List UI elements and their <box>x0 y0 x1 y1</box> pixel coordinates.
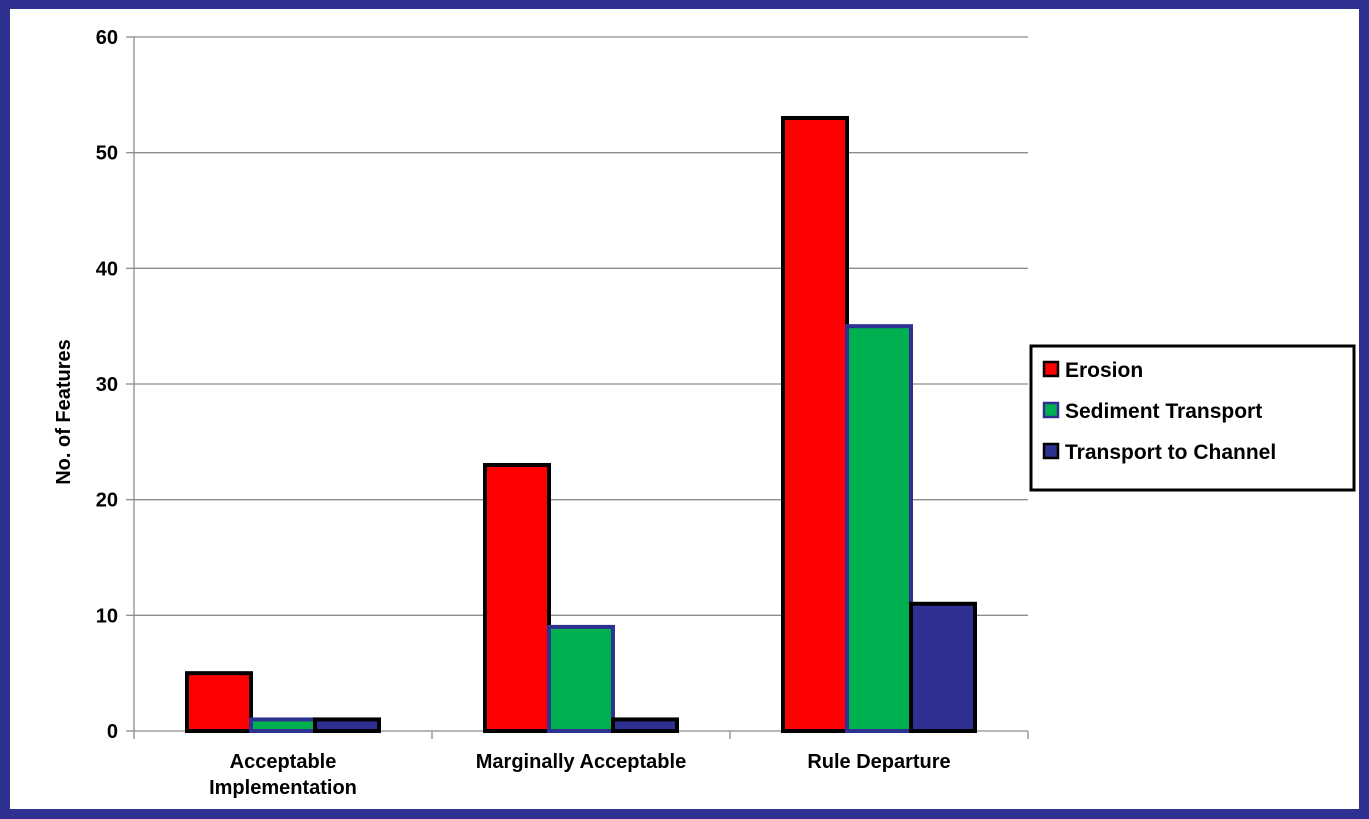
x-tick-label: Rule Departure <box>807 751 950 773</box>
chart-frame: 0 10 20 30 40 50 60 Acceptable Implementation Mar… <box>10 9 1359 809</box>
x-tick-label: Implementation <box>209 777 357 799</box>
y-tick-label: 50 <box>96 143 118 165</box>
y-tick-label: 30 <box>96 374 118 396</box>
bar-erosion <box>483 462 551 733</box>
bar-erosion <box>781 115 849 733</box>
bar-sediment-transport <box>547 624 615 734</box>
bar-sediment-transport <box>845 324 913 733</box>
x-tick-label: Acceptable <box>230 751 337 773</box>
legend-swatch <box>1042 442 1060 460</box>
y-tick-label: 40 <box>96 258 118 280</box>
legend-box <box>1029 344 1356 492</box>
bar-transport-to-channel <box>313 717 381 734</box>
y-tick-label: 60 <box>96 27 118 49</box>
bar-sediment-transport <box>249 717 317 734</box>
legend-swatch <box>1042 360 1060 378</box>
bars <box>185 115 977 734</box>
tick-labels: 0 10 20 30 40 50 60 Acceptable Implementation Mar… <box>96 27 951 799</box>
legend-label: Erosion <box>1065 359 1143 382</box>
legend-label: Sediment Transport <box>1065 400 1262 423</box>
legend-label: Transport to Channel <box>1065 441 1276 464</box>
bar-chart: 0 10 20 30 40 50 60 Acceptable Implementation Mar… <box>53 27 1356 799</box>
bar-transport-to-channel <box>611 717 679 734</box>
bar-transport-to-channel <box>909 601 977 733</box>
y-tick-label: 0 <box>107 721 118 743</box>
legend-swatch <box>1042 401 1060 419</box>
x-tick-label: Marginally Acceptable <box>476 751 686 773</box>
legend: Erosion Sediment Transport Transport to Ch… <box>1029 344 1356 492</box>
bar-erosion <box>185 671 253 734</box>
y-tick-label: 20 <box>96 490 118 512</box>
y-tick-label: 10 <box>96 605 118 627</box>
y-axis-title: No. of Features <box>53 339 75 485</box>
